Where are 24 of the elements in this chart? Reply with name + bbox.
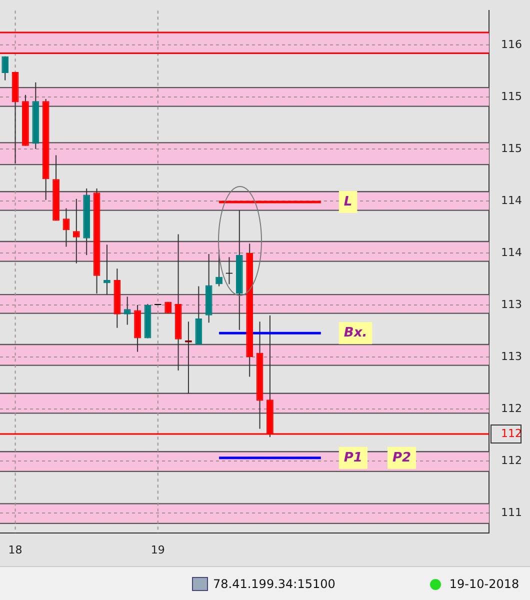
y-tick-label: 111 [501,506,522,519]
y-tick-label: 115 [501,142,522,155]
text: 78.41.199.34:15100 [213,577,336,591]
ref-line-label: Bx. [344,325,368,340]
candlestick [62,208,70,248]
y-tick-label: 112 [501,402,522,415]
y-tick-label: 115 [501,90,522,103]
y-tick-label: 113 [501,350,522,363]
annotation: P2 [392,450,412,466]
ref-line-label: P1 [344,450,362,466]
ref-line-label: L [344,194,352,210]
y-tick-label: 113 [501,298,522,311]
y-tick-label: 114 [501,194,522,207]
y-tick-label: 112 [501,426,522,440]
y-tick-label: 114 [501,246,522,259]
x-tick-label: 18 [8,543,22,556]
text: 19-10-2018 [449,577,520,591]
candlestick [104,244,110,296]
x-tick-label: 19 [150,543,165,556]
candlestick [2,56,9,81]
candlestick [72,198,80,264]
y-tick-label: 112 [501,454,522,467]
candlestick [124,296,131,326]
y-tick-label: 116 [501,38,522,51]
